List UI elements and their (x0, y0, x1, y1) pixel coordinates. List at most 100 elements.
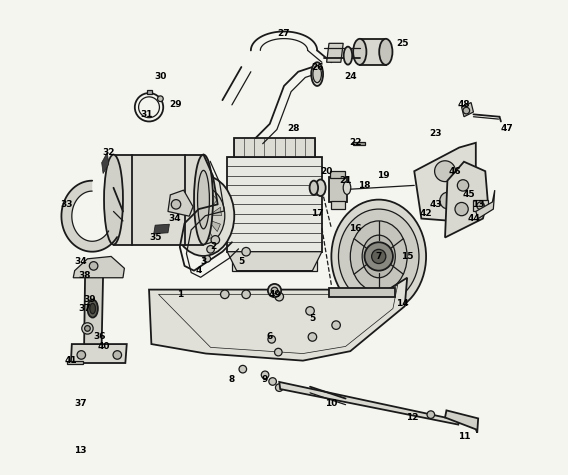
Text: 44: 44 (467, 214, 480, 223)
Text: 1: 1 (177, 290, 183, 299)
Circle shape (365, 242, 393, 271)
Text: 24: 24 (344, 72, 357, 81)
Text: 10: 10 (325, 399, 337, 408)
Circle shape (89, 262, 98, 270)
Text: 35: 35 (150, 233, 162, 242)
Ellipse shape (343, 181, 351, 194)
Circle shape (435, 161, 456, 181)
Bar (360, 38, 386, 65)
Polygon shape (84, 276, 103, 344)
Text: 6: 6 (266, 332, 273, 342)
Text: 7: 7 (375, 252, 382, 261)
Ellipse shape (315, 180, 325, 196)
Text: 13: 13 (74, 446, 86, 455)
Text: 9: 9 (262, 375, 268, 384)
Circle shape (77, 351, 86, 359)
Text: 16: 16 (349, 224, 361, 233)
Circle shape (200, 212, 207, 219)
Bar (353, 142, 365, 145)
Ellipse shape (310, 180, 318, 195)
Text: 30: 30 (154, 72, 167, 81)
Text: 23: 23 (429, 129, 442, 138)
Circle shape (220, 290, 229, 299)
Polygon shape (208, 207, 222, 216)
Bar (234, 138, 315, 157)
Bar (331, 171, 345, 178)
Polygon shape (73, 256, 124, 278)
Bar (329, 288, 395, 297)
Polygon shape (186, 218, 199, 231)
Polygon shape (190, 194, 201, 211)
Circle shape (268, 335, 275, 343)
Text: 38: 38 (79, 271, 91, 280)
Text: 32: 32 (102, 148, 115, 157)
Text: 21: 21 (339, 176, 352, 185)
Text: 34: 34 (169, 214, 181, 223)
Circle shape (269, 378, 277, 385)
Polygon shape (61, 180, 117, 252)
Text: 4: 4 (195, 266, 202, 275)
Text: 12: 12 (406, 413, 418, 422)
Circle shape (157, 96, 163, 102)
Polygon shape (67, 361, 83, 364)
Text: 11: 11 (458, 432, 470, 441)
Text: 43: 43 (429, 200, 442, 209)
Polygon shape (194, 220, 201, 240)
Text: 33: 33 (60, 200, 72, 209)
Circle shape (242, 247, 250, 256)
Circle shape (332, 321, 340, 329)
Text: 14: 14 (396, 299, 409, 308)
Text: 48: 48 (458, 100, 470, 109)
Text: 5: 5 (238, 256, 244, 266)
Ellipse shape (182, 187, 225, 244)
Circle shape (195, 207, 212, 224)
Text: 28: 28 (287, 124, 300, 133)
Polygon shape (414, 143, 476, 221)
Text: 27: 27 (278, 29, 290, 38)
Polygon shape (168, 190, 193, 216)
Text: 39: 39 (83, 294, 96, 304)
Circle shape (82, 323, 93, 334)
Circle shape (172, 200, 181, 209)
Ellipse shape (198, 171, 210, 229)
Circle shape (308, 332, 317, 341)
Circle shape (207, 246, 214, 253)
Polygon shape (204, 221, 212, 240)
Circle shape (463, 107, 470, 114)
Ellipse shape (353, 39, 366, 65)
Text: 20: 20 (320, 167, 333, 176)
Text: 17: 17 (311, 209, 323, 218)
Circle shape (477, 202, 485, 209)
Polygon shape (227, 157, 322, 252)
Text: 26: 26 (311, 63, 323, 72)
Circle shape (371, 249, 386, 264)
Circle shape (239, 365, 247, 373)
Circle shape (271, 287, 278, 294)
Text: 46: 46 (448, 167, 461, 176)
Bar (329, 177, 347, 202)
Text: 18: 18 (358, 181, 371, 190)
Text: 13: 13 (472, 200, 485, 209)
Ellipse shape (331, 200, 426, 314)
Polygon shape (445, 410, 478, 433)
Text: 22: 22 (349, 138, 361, 147)
Text: 34: 34 (74, 256, 87, 266)
Text: 42: 42 (420, 209, 432, 218)
Circle shape (427, 411, 435, 418)
Ellipse shape (344, 47, 352, 65)
Ellipse shape (362, 235, 395, 278)
Bar (147, 90, 152, 94)
Circle shape (204, 256, 211, 262)
Ellipse shape (173, 175, 234, 256)
Circle shape (242, 290, 250, 299)
Bar (331, 200, 345, 209)
Polygon shape (279, 382, 460, 425)
Polygon shape (114, 155, 203, 245)
Circle shape (455, 202, 468, 216)
Polygon shape (71, 344, 127, 363)
Text: 41: 41 (65, 356, 77, 365)
Text: 15: 15 (401, 252, 414, 261)
Text: 36: 36 (93, 332, 106, 342)
Ellipse shape (104, 155, 123, 245)
Ellipse shape (379, 39, 392, 65)
